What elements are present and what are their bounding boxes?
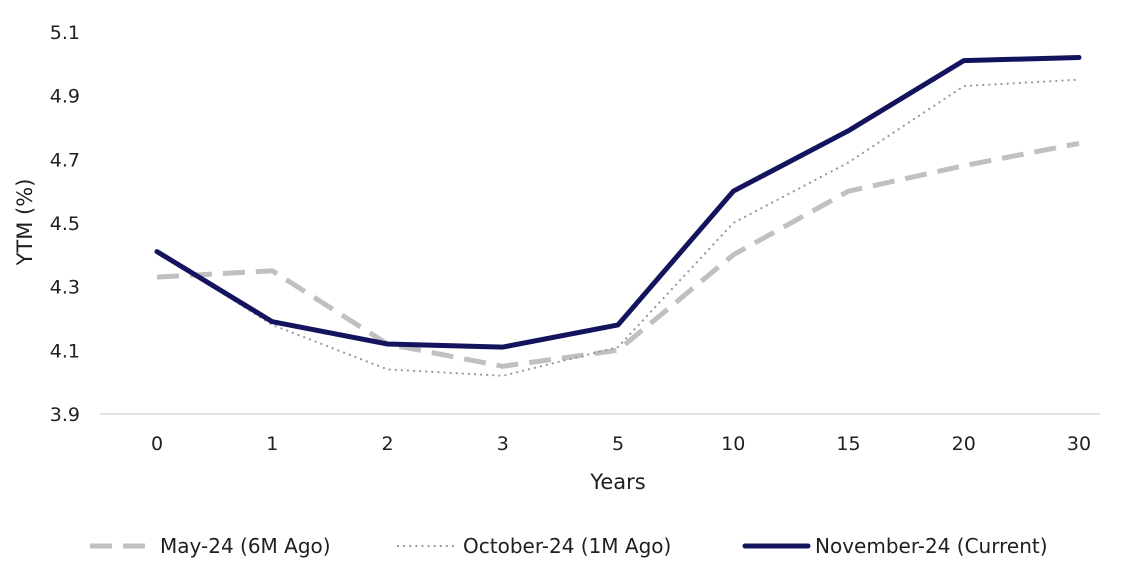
series-line-3 [154,55,1082,350]
y-tick-label: 4.1 [50,340,80,362]
legend: May-24 (6M Ago) October-24 (1M Ago) Novemb… [90,534,1048,558]
x-tick-label: 20 [952,433,976,455]
y-axis-ticks: 3.9 4.1 4.3 4.5 4.7 4.9 5.1 [50,22,80,426]
series-line-2 [155,78,1081,377]
x-tick-label: 1 [266,433,278,455]
x-tick-label: 0 [151,433,163,455]
series-lines [154,55,1082,377]
y-tick-label: 4.5 [50,213,80,235]
x-axis-title: Years [589,470,645,494]
legend-label-1: May-24 (6M Ago) [160,534,331,558]
x-tick-label: 2 [381,433,393,455]
y-tick-label: 4.7 [50,149,80,171]
x-tick-label: 10 [721,433,745,455]
x-tick-label: 30 [1067,433,1091,455]
series-line-1 [156,140,1080,369]
legend-label-2: October-24 (1M Ago) [463,534,671,558]
x-axis-ticks: 0 1 2 3 5 10 15 20 30 [151,433,1091,455]
y-axis-title: YTM (%) [13,179,37,267]
x-tick-label: 3 [497,433,509,455]
y-tick-label: 5.1 [50,22,80,44]
y-tick-label: 3.9 [50,404,80,426]
x-tick-label: 5 [612,433,624,455]
y-tick-label: 4.3 [50,277,80,299]
legend-label-3: November-24 (Current) [815,534,1048,558]
y-tick-label: 4.9 [50,86,80,108]
x-tick-label: 15 [836,433,860,455]
